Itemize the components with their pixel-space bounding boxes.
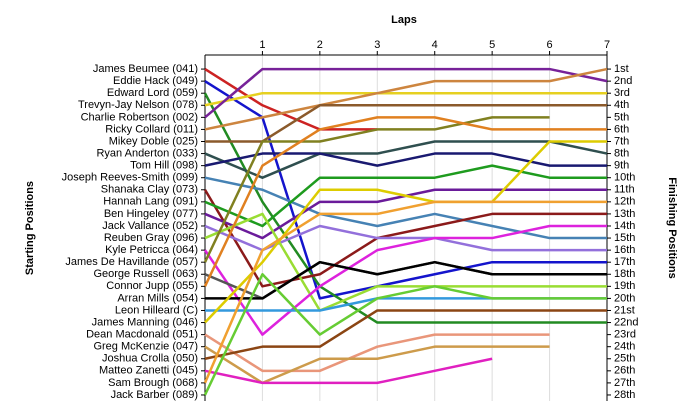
y-tick-label: James Manning (046): [92, 316, 198, 328]
series-line: [204, 309, 607, 360]
x-tick-label: 6: [547, 39, 553, 51]
y2-tick-label: 20th: [614, 292, 635, 304]
series-line: [205, 297, 607, 312]
y-tick-label: Jack Vallance (052): [102, 220, 198, 232]
y2-tick-label: 25th: [614, 353, 635, 365]
y2-tick-label: 4th: [614, 99, 629, 111]
series-line: [204, 164, 607, 228]
series-line: [204, 224, 607, 252]
y-tick-label: Jack Barber (089): [111, 389, 198, 401]
y2-tick-label: 10th: [614, 172, 635, 184]
y2-tick-label: 19th: [614, 280, 635, 292]
y2-tick-label: 13th: [614, 208, 635, 220]
y-tick-label: Eddie Hack (049): [113, 75, 198, 87]
y-tick-label: Tom Hill (098): [130, 160, 198, 172]
y2-tick-label: 9th: [614, 160, 629, 172]
y2-tick-label: 15th: [614, 232, 635, 244]
y2-axis-label: Finishing Positions: [666, 177, 678, 278]
x-tick-label: 3: [374, 39, 380, 51]
y-tick-label: Matteo Zanetti (045): [99, 365, 198, 377]
y2-tick-label: 17th: [614, 256, 635, 268]
series-line: [204, 357, 493, 385]
y-tick-label: Leon Hilleard (C): [115, 304, 198, 316]
y2-tick-label: 8th: [614, 147, 629, 159]
y2-tick-label: 28th: [614, 389, 635, 401]
y-tick-label: Mikey Doble (025): [109, 135, 198, 147]
y-tick-label: Ben Hingeley (077): [104, 208, 198, 220]
y2-tick-label: 27th: [614, 377, 635, 389]
y-tick-label: Greg McKenzie (047): [93, 341, 198, 353]
chart-title: Laps: [391, 14, 417, 26]
y-tick-label: Trevyn-Jay Nelson (078): [78, 99, 198, 111]
x-tick-label: 4: [432, 39, 438, 51]
y2-tick-label: 1st: [614, 63, 629, 75]
y-tick-label: Hannah Lang (091): [103, 196, 198, 208]
y-tick-label: Sam Brough (068): [108, 377, 198, 389]
y2-tick-label: 18th: [614, 268, 635, 280]
series-line: [204, 176, 607, 240]
y-tick-label: George Russell (063): [93, 268, 198, 280]
series-line: [204, 68, 378, 131]
series-line: [205, 104, 607, 143]
series-line: [203, 273, 607, 396]
y-tick-label: Edward Lord (059): [107, 87, 198, 99]
y2-tick-label: 7th: [614, 135, 629, 147]
series-line: [204, 67, 608, 131]
series-line: [203, 116, 607, 287]
x-tick-label: 5: [489, 39, 495, 51]
x-tick-label: 1: [259, 39, 265, 51]
series-line: [204, 80, 607, 300]
y2-tick-label: 14th: [614, 220, 635, 232]
y-tick-label: Joshua Crolla (050): [102, 353, 198, 365]
y-tick-label: Ryan Anderton (033): [96, 147, 198, 159]
series-line: [203, 200, 607, 384]
y2-tick-label: 16th: [614, 244, 635, 256]
y2-tick-label: 3rd: [614, 87, 630, 99]
series-line: [203, 116, 550, 263]
y-tick-label: Dean Macdonald (051): [86, 329, 198, 341]
y-tick-label: Reuben Gray (096): [104, 232, 198, 244]
series-line: [204, 67, 608, 119]
series-line: [204, 333, 550, 373]
y-tick-label: Charlie Robertson (002): [81, 111, 198, 123]
series-line: [203, 224, 607, 336]
y-tick-label: Ricky Collard (011): [105, 123, 198, 135]
x-tick-label: 7: [604, 39, 610, 51]
series-line: [204, 91, 607, 107]
series-line: [204, 140, 608, 179]
y-tick-label: James Beumee (041): [93, 63, 198, 75]
y-tick-label: Shanaka Clay (073): [101, 184, 198, 196]
y-axis-label: Starting Positions: [24, 181, 36, 275]
y2-tick-label: 6th: [614, 123, 629, 135]
y2-tick-label: 5th: [614, 111, 629, 123]
series-line: [204, 140, 607, 324]
y-tick-label: Joseph Reeves-Smith (099): [62, 172, 198, 184]
y2-tick-label: 2nd: [614, 75, 632, 87]
series-line: [204, 152, 607, 167]
y2-tick-label: 21st: [614, 304, 635, 316]
x-tick-label: 2: [317, 39, 323, 51]
y-tick-label: Arran Mills (054): [117, 292, 198, 304]
series-line: [205, 260, 607, 300]
y2-tick-label: 22nd: [614, 316, 638, 328]
series-line: [204, 212, 607, 312]
y-tick-label: Connor Jupp (055): [106, 280, 198, 292]
y2-tick-label: 12th: [614, 196, 635, 208]
y2-tick-label: 24th: [614, 341, 635, 353]
y2-tick-label: 26th: [614, 365, 635, 377]
y-tick-label: James De Havillande (057): [65, 256, 198, 268]
y2-tick-label: 23rd: [614, 329, 636, 341]
series-line: [203, 92, 607, 324]
y2-tick-label: 11th: [614, 184, 635, 196]
y-tick-label: Kyle Petricca (064): [105, 244, 198, 256]
